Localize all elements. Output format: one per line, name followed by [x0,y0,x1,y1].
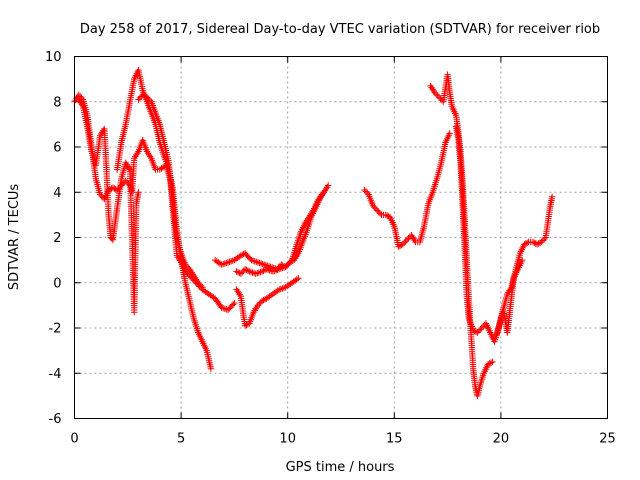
series-marker-track [233,191,325,277]
y-tick-label: 6 [53,141,61,156]
plot-frame [74,56,608,419]
chart-title: Day 258 of 2017, Sidereal Day-to-day VTE… [80,22,600,37]
y-tick-label: -6 [49,412,62,427]
y-tick-label: 2 [53,231,61,246]
series-I [427,71,496,400]
x-tick-label: 20 [493,432,510,447]
x-axis-label: GPS time / hours [286,460,395,475]
series-K [493,256,526,338]
series-C [113,66,215,372]
y-tick-label: -4 [49,367,62,382]
series-F [233,191,325,277]
series-marker-track [361,130,453,250]
series-marker-track [135,91,206,291]
tick-labels: 0 5 10 15 20 25 -6 -4 -2 0 2 4 6 8 10 [45,50,616,447]
series-E [212,182,332,273]
series-D [135,91,206,291]
x-tick-label: 15 [386,432,403,447]
series-marker-track [113,66,215,372]
series-H [361,130,453,250]
y-tick-label: 8 [53,95,61,110]
y-axis-label: SDTVAR / TECUs [7,184,22,291]
series-G [233,275,302,329]
x-tick-label: 10 [279,432,296,447]
series-marker-track [233,275,302,329]
y-tick-label: -2 [49,322,62,337]
series-marker-track [493,256,526,338]
data-points [71,66,556,400]
series-marker-track [427,71,496,400]
y-tick-label: 4 [53,186,61,201]
y-tick-label: 10 [45,50,62,65]
x-tick-label: 25 [599,432,616,447]
series-marker-track [75,96,142,316]
y-tick-label: 0 [53,276,61,291]
x-tick-label: 5 [177,432,185,447]
x-tick-label: 0 [70,432,78,447]
grid-lines [74,56,608,419]
series-marker-track [212,182,332,273]
series-B [75,96,142,316]
